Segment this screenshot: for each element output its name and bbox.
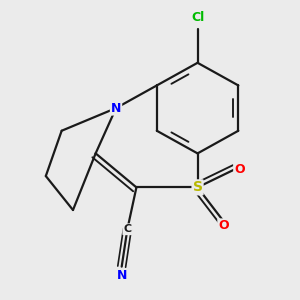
Text: O: O [218, 219, 229, 232]
Text: N: N [111, 102, 121, 115]
Text: O: O [234, 163, 245, 176]
Text: C: C [123, 224, 131, 234]
Text: Cl: Cl [191, 11, 204, 24]
Text: S: S [193, 180, 202, 194]
Text: N: N [116, 269, 127, 282]
